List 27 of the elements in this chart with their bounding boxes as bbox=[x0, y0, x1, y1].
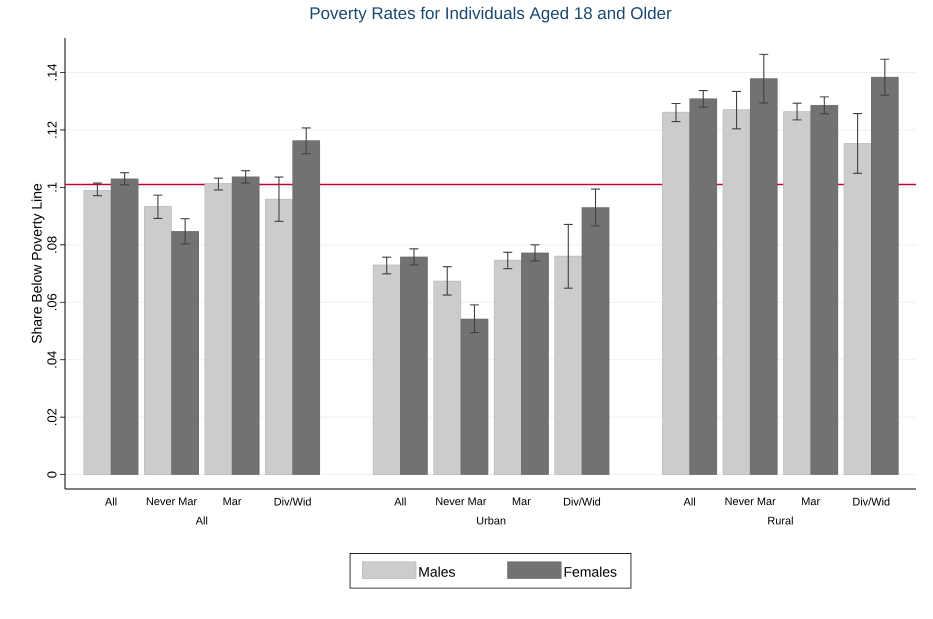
x-tick-label: Div/Wid bbox=[853, 498, 890, 506]
text: Rural bbox=[768, 516, 793, 524]
y-tick-label: .14 bbox=[48, 64, 56, 80]
y-tick-label: .12 bbox=[47, 122, 56, 138]
x-tick-label: Mar bbox=[512, 498, 531, 506]
y-tick-label: .1 bbox=[48, 182, 56, 192]
x-tick-label: Mar bbox=[224, 498, 242, 506]
x-tick-label: Never Mar bbox=[436, 498, 486, 506]
x-tick-label: Mar bbox=[802, 498, 820, 506]
legend-label: Males bbox=[419, 566, 455, 577]
y-tick-label: .08 bbox=[47, 236, 56, 253]
x-tick-label: All bbox=[684, 498, 695, 506]
x-tick-label: Never Mar bbox=[146, 498, 197, 506]
legend-label: Females bbox=[564, 566, 616, 577]
x-tick-label: Div/Wid bbox=[564, 498, 600, 506]
y-tick-label: .04 bbox=[47, 351, 56, 368]
x-tick-label: Never Mar bbox=[726, 498, 776, 506]
y-tick-label: .06 bbox=[47, 294, 56, 310]
x-tick-label: All bbox=[104, 498, 116, 506]
y-tick-label: 0 bbox=[47, 472, 56, 478]
y-tick-label: .02 bbox=[47, 408, 56, 425]
text: Urban bbox=[477, 516, 506, 524]
x-tick-label: Div/Wid bbox=[274, 498, 311, 506]
text: All bbox=[196, 516, 208, 524]
y-axis-title: Share Below Poverty Line bbox=[31, 184, 44, 344]
x-tick-label: All bbox=[394, 498, 406, 506]
chart-title: Poverty Rates for Individuals Aged 18 and Older bbox=[310, 6, 672, 23]
